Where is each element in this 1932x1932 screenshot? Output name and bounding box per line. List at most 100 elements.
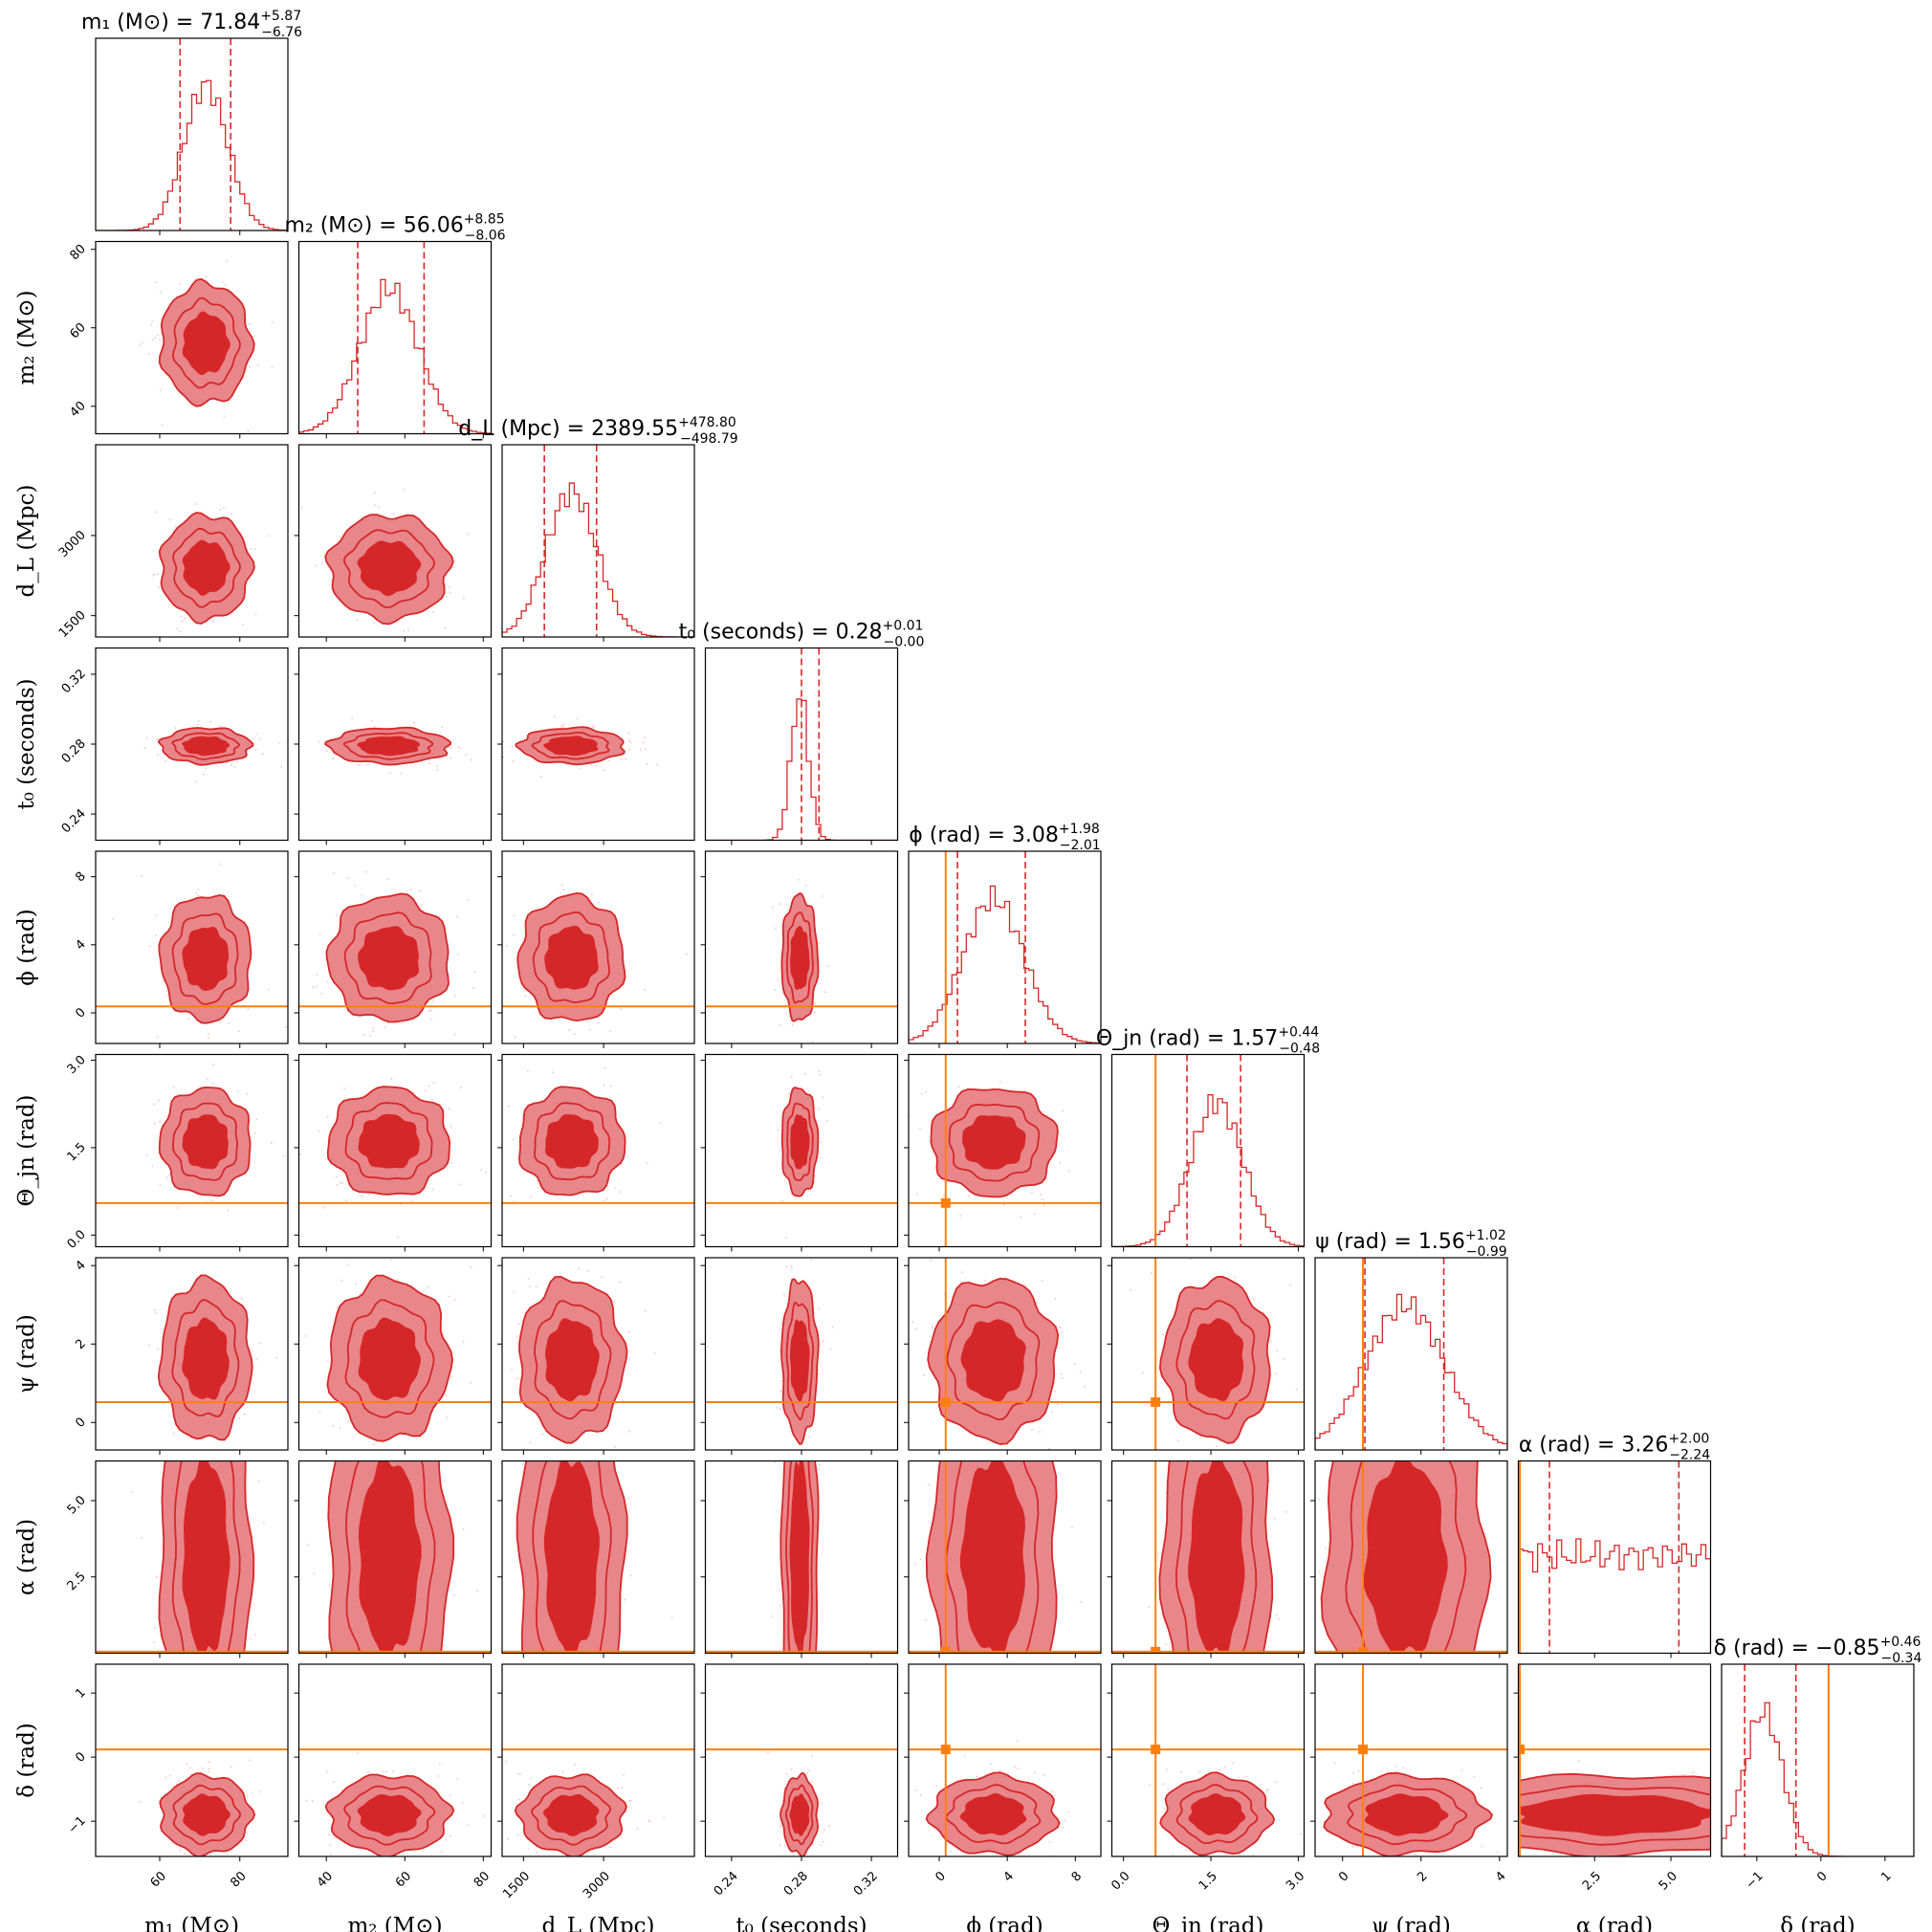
sample-dot — [806, 1231, 808, 1233]
sample-dot — [165, 759, 166, 762]
sample-dot — [644, 988, 647, 991]
sample-dot — [558, 1656, 560, 1658]
sample-dot — [792, 1854, 795, 1856]
sample-dot — [1219, 1452, 1221, 1454]
sample-dot — [1186, 1730, 1188, 1732]
x-tick-label: 0.32 — [851, 1869, 881, 1899]
sample-dot — [1270, 1340, 1272, 1342]
sample-dot — [504, 1743, 506, 1745]
contour-inner — [1364, 1793, 1449, 1836]
sample-dot — [211, 1457, 213, 1459]
sample-dot — [561, 1736, 563, 1738]
sample-dot — [604, 1066, 606, 1069]
sample-dot — [454, 994, 456, 997]
sample-dot — [1789, 1824, 1790, 1826]
sample-dot — [181, 620, 184, 622]
sample-dot — [1325, 1548, 1327, 1549]
sample-dot — [224, 1285, 227, 1287]
sample-dot — [532, 1774, 534, 1776]
contour-inner — [962, 1115, 1026, 1170]
panel-frame — [297, 850, 493, 1044]
sample-dot — [1515, 1801, 1517, 1803]
sample-dot — [630, 1742, 632, 1744]
x-tick-label: 1500 — [500, 1869, 533, 1901]
sample-dot — [187, 1018, 190, 1021]
sample-dot — [511, 1656, 513, 1658]
truth-marker — [1151, 1646, 1161, 1654]
sample-dot — [155, 281, 158, 283]
sample-dot — [1012, 1656, 1014, 1658]
sample-dot — [457, 953, 459, 955]
sample-dot — [777, 978, 779, 981]
sample-dot — [156, 1036, 159, 1039]
sample-dot — [494, 980, 496, 982]
sample-dot — [803, 1072, 806, 1075]
x-axis-label-m2: m₂ (M⊙) — [347, 1914, 442, 1932]
marginal-title: d_L (Mpc) = 2389.55+478.80 −498.79 — [458, 415, 737, 447]
panel-frame — [297, 1053, 493, 1248]
sample-dot — [620, 1007, 622, 1010]
sample-dot — [1073, 1363, 1076, 1365]
sample-dot — [810, 1780, 813, 1783]
sample-dot — [424, 1089, 427, 1092]
sample-dot — [151, 319, 154, 322]
x-tick-label: 1.5 — [1197, 1869, 1220, 1893]
sample-dot — [893, 1308, 895, 1310]
sample-dot — [390, 1078, 393, 1081]
sample-dot — [782, 1293, 785, 1296]
panel-frame — [1110, 1257, 1306, 1451]
sample-dot — [480, 1167, 482, 1169]
x-tick-label: 0 — [933, 1869, 948, 1884]
sample-dot — [1351, 1845, 1354, 1848]
joint-panel-dL-theta — [480, 1053, 695, 1252]
sample-dot — [779, 1408, 781, 1410]
sample-dot — [467, 1824, 469, 1827]
sample-dot — [283, 1154, 285, 1157]
marginal-title: α (rad) = 3.26+2.00 −2.24 — [1519, 1432, 1710, 1463]
x-tick-label: 0.0 — [1109, 1869, 1132, 1893]
sample-dot — [432, 610, 434, 613]
sample-dot — [242, 1445, 244, 1447]
sample-dot — [788, 1263, 790, 1265]
sample-dot — [606, 1185, 609, 1188]
sample-dot — [618, 1281, 621, 1284]
sample-dot — [161, 570, 164, 573]
joint-panel-phi-psi — [893, 1257, 1102, 1455]
sample-dot — [1301, 1804, 1303, 1806]
contour-inner — [959, 1792, 1027, 1836]
sample-dot — [1023, 1264, 1025, 1266]
sample-dot — [420, 904, 423, 907]
sample-dot — [1064, 1819, 1066, 1822]
marginal-panel-dL: d_L (Mpc) = 2389.55+478.80 −498.79 — [458, 415, 738, 642]
sample-dot — [402, 488, 405, 491]
sample-dot — [979, 1050, 981, 1052]
sample-dot — [1389, 1862, 1391, 1864]
sample-dot — [374, 504, 377, 507]
sample-dot — [441, 726, 444, 728]
y-tick-label: 5.0 — [65, 1493, 89, 1517]
sample-dot — [1433, 1861, 1435, 1863]
sample-dot — [322, 1206, 325, 1209]
sample-dot — [802, 1455, 804, 1457]
sample-dot — [458, 1183, 461, 1186]
sample-dot — [510, 1195, 512, 1197]
sample-dot — [965, 1440, 967, 1442]
sample-dot — [934, 1453, 936, 1455]
sample-dot — [1471, 1402, 1473, 1404]
sample-dot — [595, 764, 598, 767]
sample-dot — [271, 321, 274, 324]
sample-dot — [539, 775, 542, 778]
sample-dot — [263, 1522, 265, 1524]
sample-dot — [562, 723, 565, 726]
sample-dot — [815, 1394, 818, 1397]
sample-dot — [382, 1770, 384, 1773]
sample-dot — [1186, 1703, 1188, 1705]
sample-dot — [321, 561, 323, 564]
sample-dot — [984, 1279, 986, 1282]
sample-dot — [339, 1713, 340, 1715]
sample-dot — [476, 1590, 479, 1592]
contour-inner — [357, 926, 420, 991]
sample-dot — [151, 575, 154, 577]
sample-dot — [1692, 1771, 1694, 1774]
sample-dot — [790, 1874, 792, 1876]
